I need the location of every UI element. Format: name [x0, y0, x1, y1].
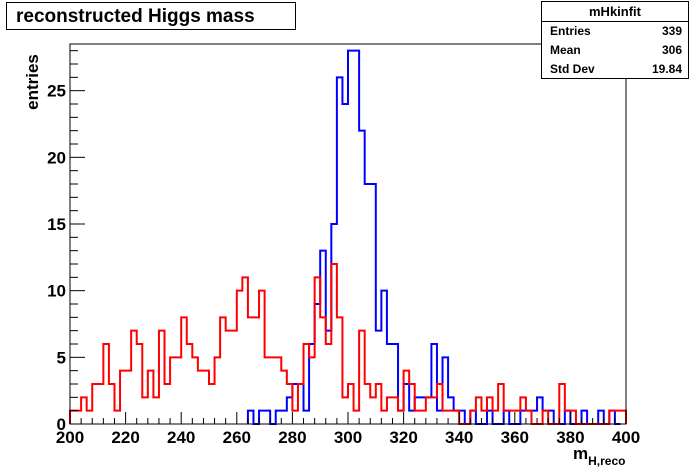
histogram-series-2 [69, 263, 627, 425]
axis-ticks: 200 220 240 260 280 300 320 340 360 380 400 0 5 10 15 2… [47, 50, 640, 447]
y-tick-label: 10 [47, 282, 66, 301]
y-tick-label: 5 [57, 348, 66, 367]
x-tick-label: 400 [612, 428, 640, 447]
stats-value: 306 [661, 43, 682, 57]
x-tick-label: 380 [556, 428, 584, 447]
x-axis-label-sub: H,reco [588, 454, 625, 468]
stats-value: 339 [661, 24, 682, 38]
stats-label: Std Dev [550, 62, 595, 76]
chart-title-box: reconstructed Higgs mass [6, 2, 296, 30]
x-tick-label: 280 [278, 428, 306, 447]
y-tick-label: 0 [57, 415, 66, 434]
stats-name: mHkinfit [542, 2, 688, 22]
chart-title: reconstructed Higgs mass [16, 6, 255, 27]
stats-row-stddev: Std Dev 19.84 [542, 60, 688, 79]
x-tick-label: 360 [501, 428, 529, 447]
stats-row-mean: Mean 306 [542, 41, 688, 60]
x-tick-label: 220 [111, 428, 139, 447]
x-tick-label: 340 [445, 428, 473, 447]
stats-row-entries: Entries 339 [542, 22, 688, 41]
y-tick-label: 15 [47, 215, 66, 234]
y-tick-label: 20 [47, 148, 66, 167]
x-axis-label: mH,reco [573, 444, 625, 468]
x-tick-label: 240 [167, 428, 195, 447]
x-tick-label: 300 [334, 428, 362, 447]
y-axis-label: entries [23, 54, 42, 110]
y-tick-label: 25 [47, 82, 66, 101]
stats-label: Entries [550, 24, 591, 38]
x-axis-label-main: m [573, 444, 588, 463]
x-tick-label: 260 [223, 428, 251, 447]
x-tick-label: 200 [56, 428, 84, 447]
stats-value: 19.84 [651, 62, 682, 76]
x-tick-label: 320 [389, 428, 417, 447]
stats-box: mHkinfit Entries 339 Mean 306 Std Dev 19… [541, 1, 689, 79]
histogram-lines [69, 49, 627, 425]
stats-label: Mean [550, 43, 581, 57]
